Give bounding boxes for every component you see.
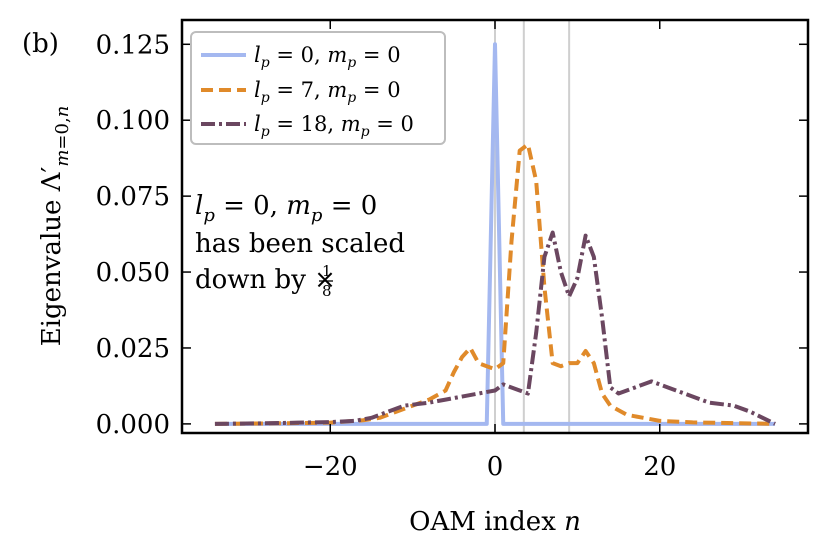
- y-axis-label: Eigenvalue Λ′m=0,n: [37, 106, 73, 347]
- x-tick-label: −20: [303, 452, 358, 482]
- x-tick-label: 0: [487, 452, 504, 482]
- annotation-line-3: down by ×: [195, 265, 336, 295]
- legend-label-2: lp = 18, mp = 0: [254, 112, 414, 140]
- annotation-line-2: has been scaled: [195, 229, 405, 259]
- legend: lp = 0, mp = 0 lp = 7, mp = 0 lp = 18, m…: [190, 31, 446, 145]
- panel-label: (b): [22, 29, 59, 59]
- y-tick-label: 0.100: [96, 106, 170, 136]
- legend-label-1: lp = 7, mp = 0: [254, 78, 401, 106]
- y-tick-label: 0.050: [96, 258, 170, 288]
- ticks: −20 0 20 0.000 0.025 0.050 0.075 0.100 0.125: [96, 20, 808, 482]
- scale-annotation: lp = 0, mp = 0 has been scaled down by ×…: [195, 191, 405, 300]
- y-tick-label: 0.125: [96, 30, 170, 60]
- y-tick-label: 0.075: [96, 182, 170, 212]
- annotation-line-1: lp = 0, mp = 0: [195, 191, 377, 226]
- annotation-fraction-num: 1: [322, 262, 332, 280]
- x-tick-label: 20: [643, 452, 676, 482]
- series-line-0: [214, 42, 776, 426]
- series-group: [214, 42, 776, 426]
- x-axis-label: OAM index n: [409, 507, 581, 537]
- series-line-1: [214, 142, 776, 426]
- legend-label-0: lp = 0, mp = 0: [254, 43, 401, 71]
- legend-box: [190, 31, 446, 145]
- series-line-2: [214, 230, 776, 426]
- annotation-fraction-den: 8: [322, 282, 332, 300]
- y-tick-label: 0.000: [96, 410, 170, 440]
- y-tick-label: 0.025: [96, 334, 170, 364]
